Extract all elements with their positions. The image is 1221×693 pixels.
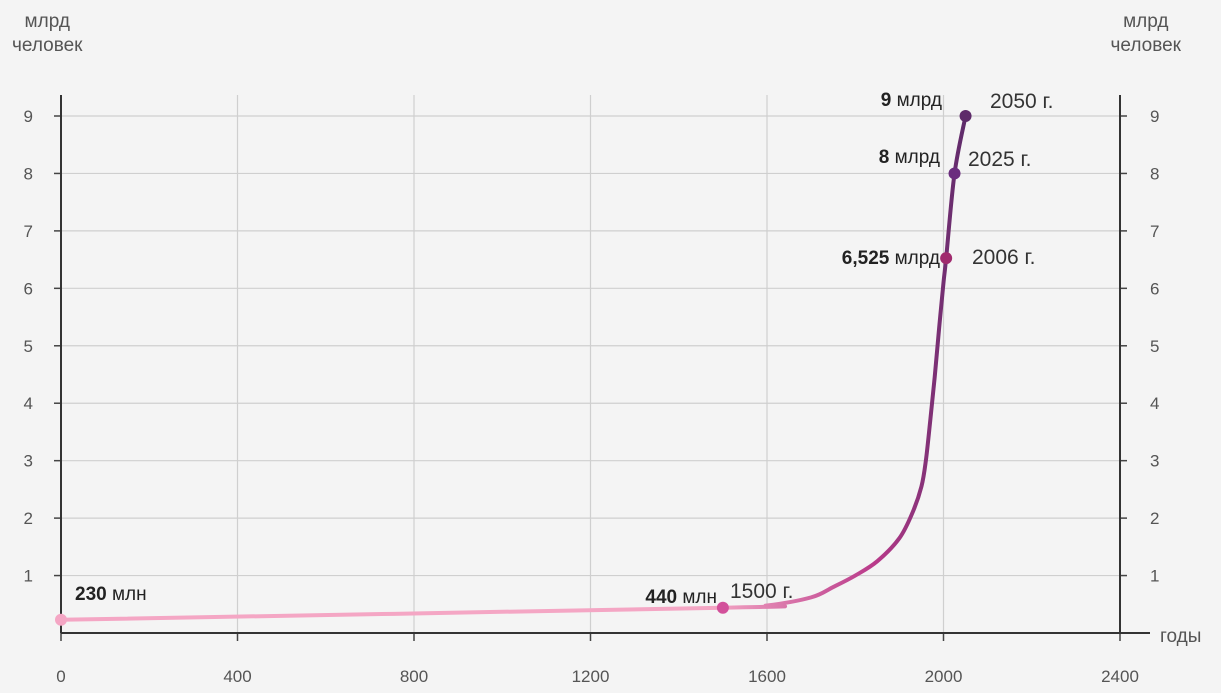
- y-tick-label-left: 6: [24, 279, 33, 298]
- value-bold: 8: [879, 147, 890, 168]
- y-tick-label-left: 5: [24, 337, 33, 356]
- x-tick-label: 1200: [572, 667, 610, 686]
- y-tick-label-right: 1: [1150, 567, 1159, 586]
- value-unit: млн: [107, 584, 147, 605]
- y-tick-label-left: 9: [24, 107, 33, 126]
- x-tick-label: 2400: [1101, 667, 1139, 686]
- y-tick-label-right: 3: [1150, 452, 1159, 471]
- data-point: [959, 110, 972, 122]
- value-label: 6,525 млрд: [842, 248, 940, 269]
- x-axis-label: годы: [1160, 626, 1201, 647]
- y-tick-label-right: 9: [1150, 107, 1159, 126]
- x-tick-label: 0: [56, 667, 65, 686]
- y-tick-label-left: 4: [24, 394, 33, 413]
- right-unit-line-2: человек: [1110, 35, 1181, 56]
- year-label: 1500 г.: [730, 580, 793, 603]
- left-unit-line-2: человек: [12, 35, 83, 56]
- year-label: 2050 г.: [990, 90, 1053, 113]
- right-unit-line-1: млрд: [1123, 11, 1169, 32]
- y-tick-label-left: 8: [24, 164, 33, 183]
- left-unit-line-1: млрд: [24, 11, 70, 32]
- y-tick-label-right: 4: [1150, 394, 1159, 413]
- value-unit: млрд: [891, 90, 942, 111]
- value-bold: 6,525: [842, 248, 890, 269]
- right-y-axis-unit: млрд человек: [1111, 10, 1181, 58]
- x-tick-label: 400: [223, 667, 251, 686]
- x-tick-label: 800: [400, 667, 428, 686]
- data-point: [55, 613, 67, 626]
- y-tick-label-left: 3: [24, 452, 33, 471]
- value-label: 9 млрд: [881, 90, 942, 111]
- value-unit: млн: [677, 587, 717, 608]
- value-label: 440 млн: [645, 587, 717, 608]
- value-unit: млрд: [889, 248, 940, 269]
- x-tick-label: 2000: [925, 667, 963, 686]
- population-curve: [59, 114, 968, 622]
- year-label: 2025 г.: [968, 148, 1031, 171]
- y-tick-label-left: 2: [24, 509, 33, 528]
- value-bold: 9: [881, 90, 892, 111]
- y-tick-label-right: 8: [1150, 164, 1159, 183]
- y-tick-label-right: 2: [1150, 509, 1159, 528]
- year-label: 2006 г.: [972, 246, 1035, 269]
- value-label: 230 млн: [75, 584, 147, 605]
- y-tick-label-right: 5: [1150, 337, 1159, 356]
- data-point: [948, 167, 961, 180]
- x-tick-label: 1600: [748, 667, 786, 686]
- y-tick-label-right: 7: [1150, 222, 1159, 241]
- y-tick-label-right: 6: [1150, 279, 1159, 298]
- value-label: 8 млрд: [879, 147, 940, 168]
- value-bold: 230: [75, 584, 107, 605]
- value-bold: 440: [645, 587, 677, 608]
- y-tick-label-left: 7: [24, 222, 33, 241]
- left-y-axis-unit: млрд человек: [12, 10, 82, 58]
- data-point: [716, 601, 729, 614]
- value-unit: млрд: [889, 147, 940, 168]
- data-point: [940, 252, 953, 265]
- y-tick-label-left: 1: [24, 567, 33, 586]
